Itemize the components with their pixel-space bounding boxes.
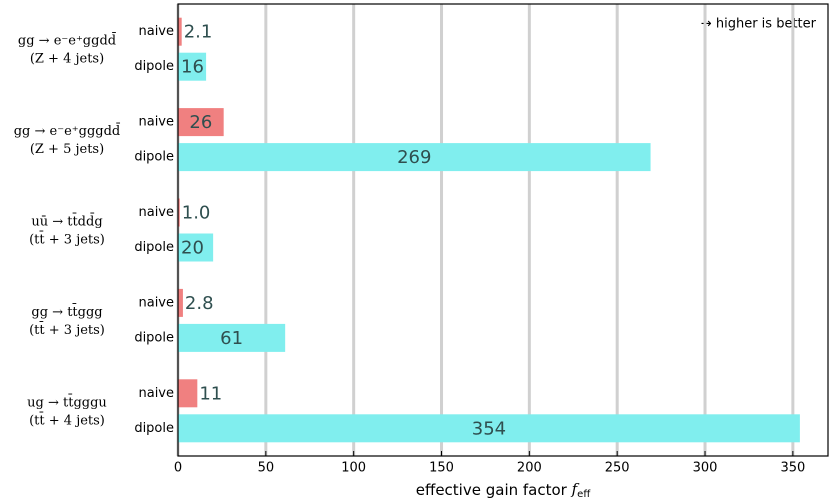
x-tick-label: 250: [605, 461, 630, 476]
x-label-text: effective gain factor: [416, 481, 568, 498]
row-label: dipole: [134, 59, 174, 74]
x-tick-label: 350: [780, 461, 805, 476]
category-label: gg → e⁻e⁺gggdd̄: [14, 122, 121, 139]
bar: [178, 108, 224, 137]
bar: [178, 379, 198, 408]
category-label: gg → tt̄ggg: [31, 303, 102, 320]
row-label: naive: [138, 295, 174, 310]
row-label: dipole: [134, 150, 174, 165]
grid: [176, 4, 795, 456]
row-label: dipole: [134, 330, 174, 345]
x-axis-label: effective gain factor feff: [416, 480, 592, 498]
row-label: dipole: [134, 240, 174, 255]
value-label: 354: [472, 418, 506, 439]
category-label: (tt̄ + 4 jets): [29, 411, 105, 428]
row-label: naive: [138, 24, 174, 39]
x-tick-label: 0: [174, 461, 182, 476]
bar: [178, 143, 651, 172]
row-label: naive: [138, 205, 174, 220]
bar: [178, 198, 180, 227]
value-label: 2.1: [184, 22, 213, 43]
value-label: 20: [181, 238, 204, 259]
category-label: ug → tt̄gggu: [27, 393, 107, 410]
x-tick-label: 150: [429, 461, 454, 476]
category-label: (tt̄ + 3 jets): [29, 231, 105, 248]
x-tick-label: 200: [517, 461, 542, 476]
category-label: (Z + 4 jets): [30, 52, 104, 67]
x-tick-label: 300: [693, 461, 718, 476]
bar: [178, 414, 800, 443]
value-label: 11: [199, 383, 222, 404]
annotation: → higher is better: [701, 17, 817, 32]
value-label: 1.0: [182, 203, 211, 224]
x-label-symbol: f: [571, 480, 580, 498]
category-label: (tt̄ + 3 jets): [29, 321, 105, 338]
bar: [178, 323, 286, 352]
value-label: 61: [220, 328, 243, 349]
x-label-subscript: eff: [577, 489, 591, 498]
bar: [178, 288, 183, 317]
value-label: 2.8: [185, 293, 214, 314]
value-label: 26: [189, 112, 212, 133]
x-tick-label: 100: [341, 461, 366, 476]
row-label: dipole: [134, 421, 174, 436]
row-label: naive: [138, 115, 174, 130]
bar: [178, 17, 182, 46]
category-label: gg → e⁻e⁺ggdd̄: [18, 32, 116, 49]
value-label: 16: [181, 57, 204, 78]
bar: [178, 52, 207, 81]
value-label: 269: [397, 147, 431, 168]
category-label: (Z + 5 jets): [30, 142, 104, 157]
row-label: naive: [138, 386, 174, 401]
bar: [178, 233, 214, 262]
category-label: uū → tt̄dd̄g: [31, 213, 102, 230]
x-tick-label: 50: [258, 461, 275, 476]
plot-frame: [177, 3, 829, 457]
